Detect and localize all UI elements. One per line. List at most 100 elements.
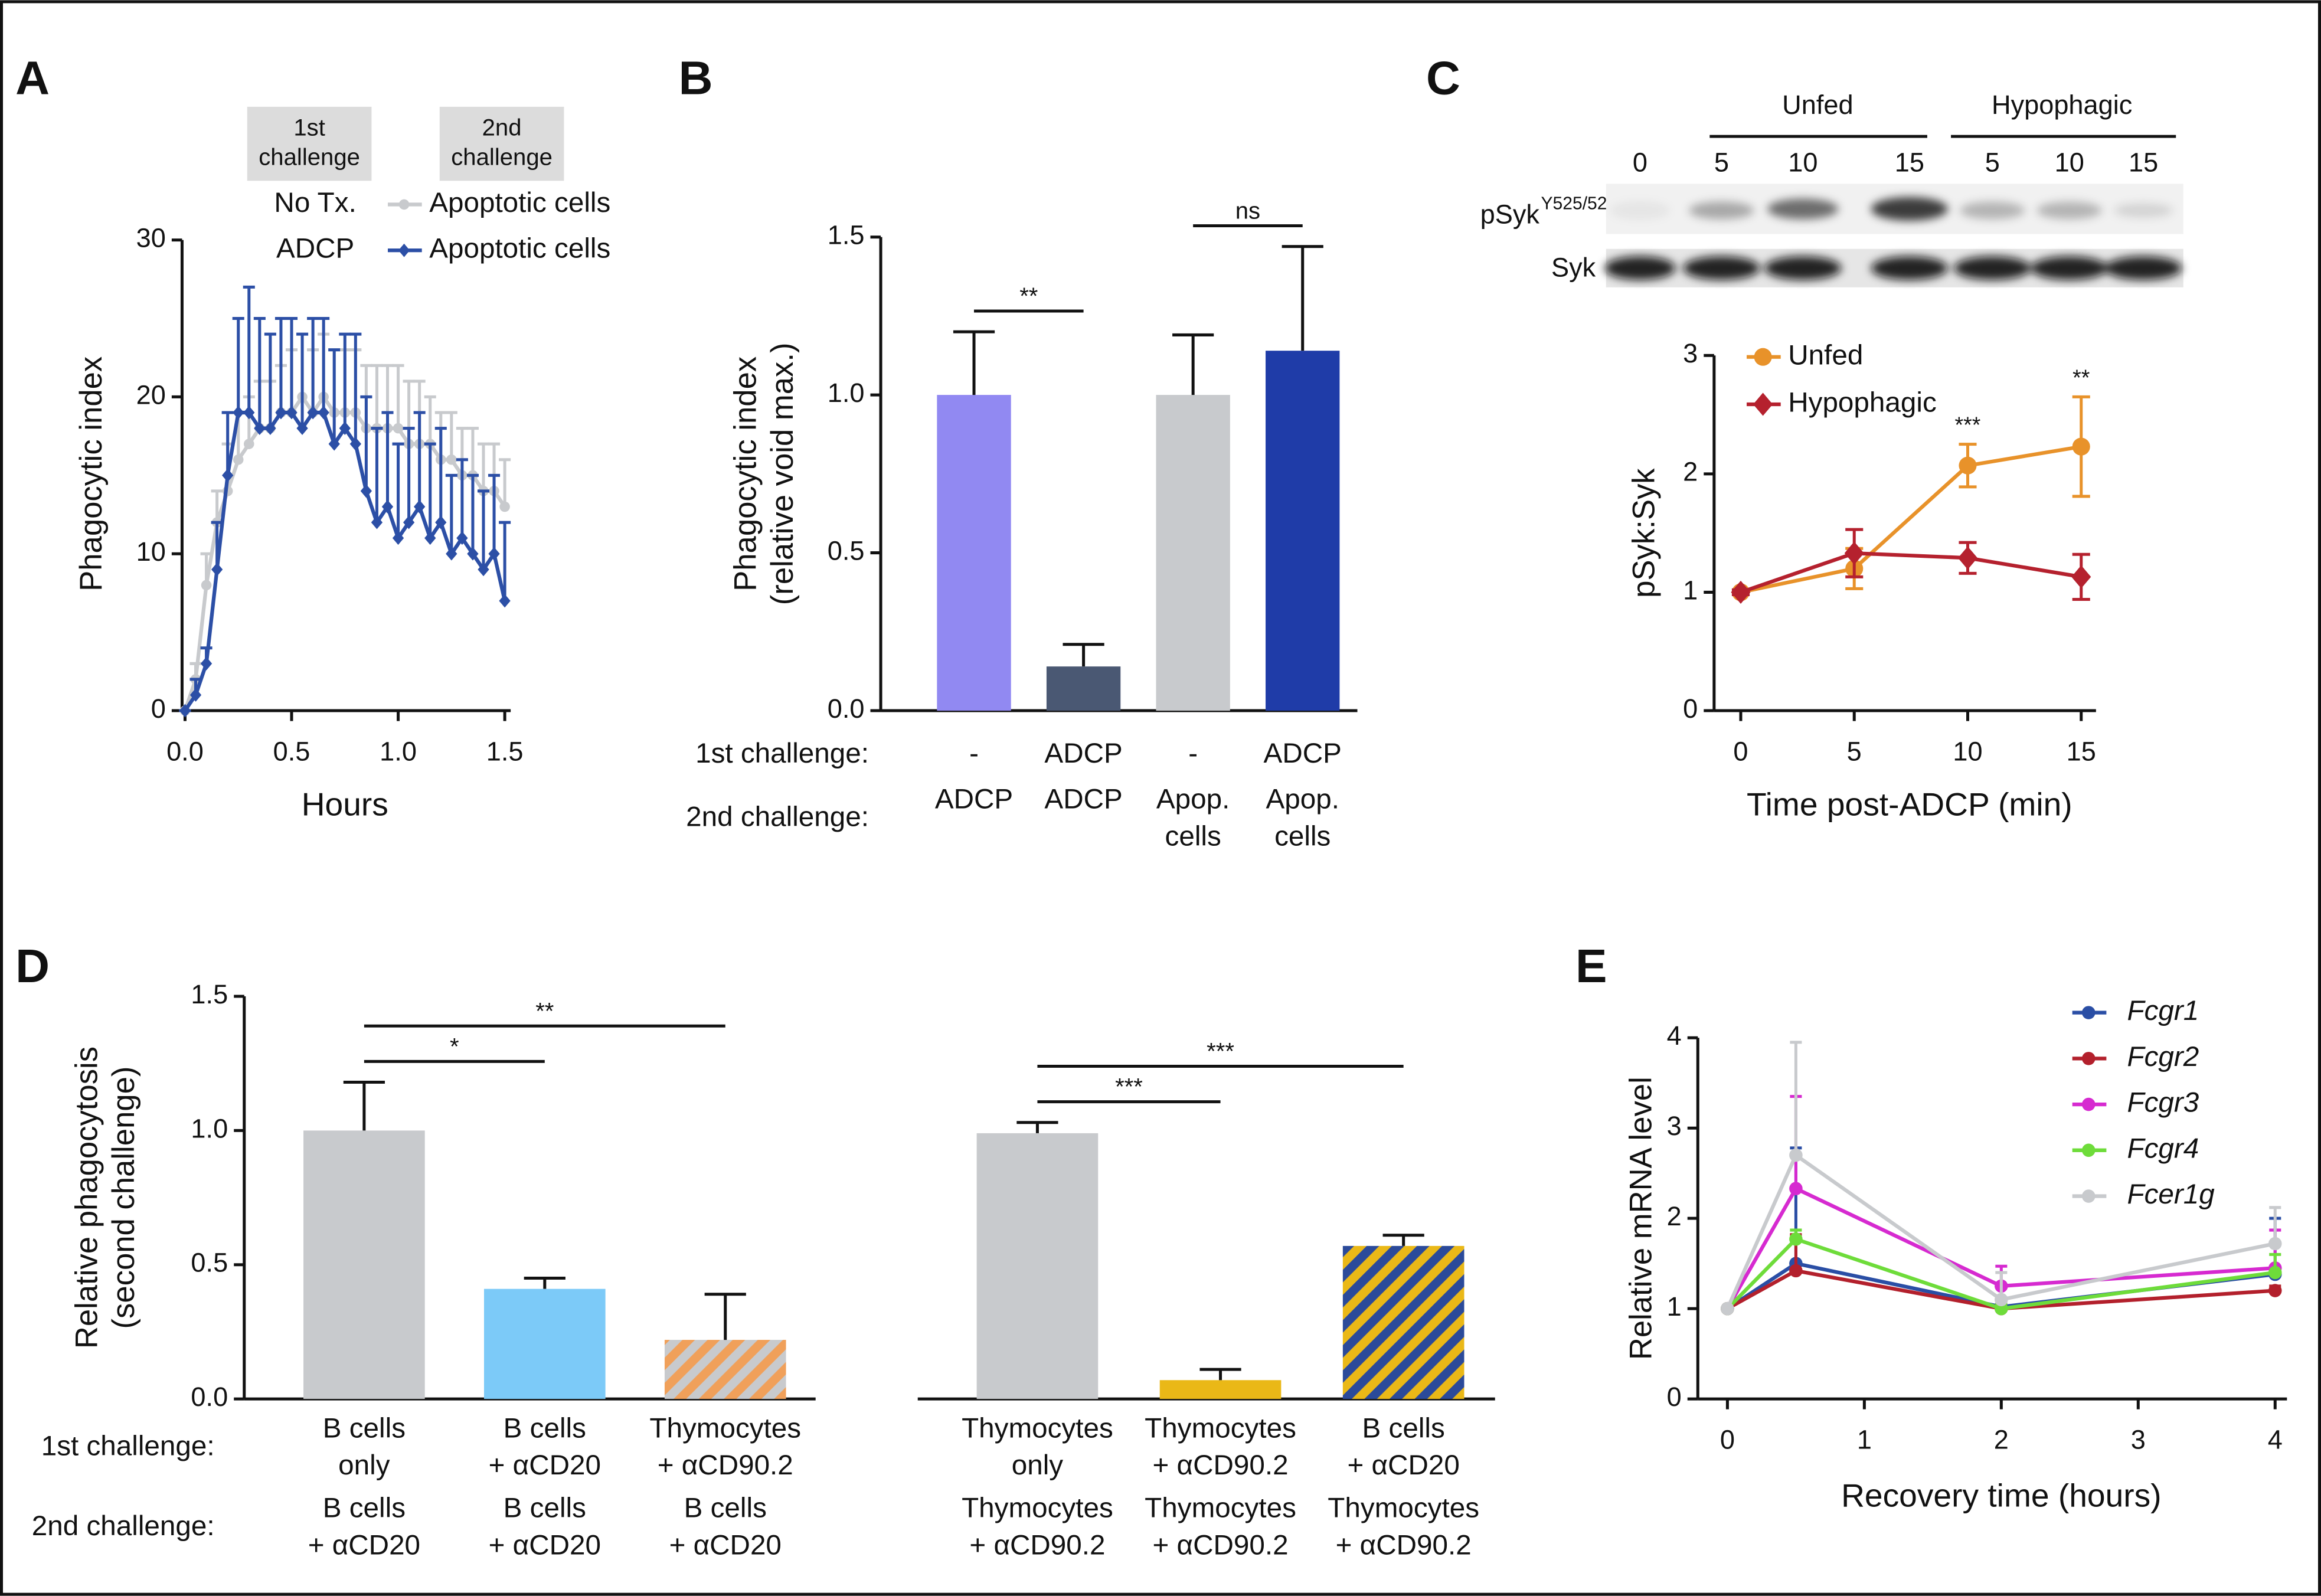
marker bbox=[233, 454, 244, 465]
error-bar bbox=[953, 330, 995, 395]
error-bar bbox=[434, 427, 447, 523]
marker bbox=[233, 405, 244, 420]
error-bar bbox=[1790, 1041, 1802, 1156]
significance-label: *** bbox=[1207, 1038, 1234, 1064]
category-label: Apop. bbox=[1266, 784, 1339, 815]
y-axis-label: (second challenge) bbox=[106, 1067, 141, 1329]
bar bbox=[303, 1130, 425, 1399]
error-bar bbox=[339, 332, 351, 429]
marker bbox=[244, 439, 254, 449]
lane-label: 10 bbox=[2055, 148, 2084, 178]
y-tick-label: 1.5 bbox=[828, 220, 865, 250]
marker bbox=[1731, 580, 1751, 604]
error-bar bbox=[243, 285, 255, 413]
y-tick-label: 2 bbox=[1683, 457, 1698, 487]
marker bbox=[1721, 1301, 1734, 1316]
marker bbox=[2268, 1265, 2282, 1280]
marker bbox=[1995, 1293, 2008, 1307]
panel-label: B bbox=[679, 51, 713, 104]
y-tick-label: 1 bbox=[1683, 575, 1698, 605]
x-tick-label: 2 bbox=[1994, 1425, 2009, 1455]
category-label: B cells bbox=[684, 1493, 767, 1524]
category-label: Thymocytes bbox=[1145, 1493, 1296, 1524]
y-tick-label: 20 bbox=[136, 380, 166, 410]
error-bar bbox=[499, 458, 511, 507]
legend-label: Unfed bbox=[1788, 339, 1863, 371]
marker bbox=[1957, 546, 1978, 570]
legend-marker bbox=[398, 199, 410, 210]
legend-header-box bbox=[439, 106, 564, 181]
marker bbox=[435, 515, 447, 529]
error-bar bbox=[253, 317, 266, 429]
category-label: ADCP bbox=[935, 784, 1013, 815]
panel-label: A bbox=[15, 51, 50, 104]
marker bbox=[371, 515, 383, 529]
category-label: cells bbox=[1274, 820, 1331, 852]
row-label: 1st challenge: bbox=[695, 738, 869, 769]
error-bar bbox=[704, 1293, 746, 1340]
category-label: Thymocytes bbox=[649, 1412, 801, 1444]
marker bbox=[264, 421, 276, 435]
error-bar bbox=[403, 427, 415, 523]
legend-label: Fcgr3 bbox=[2127, 1087, 2199, 1118]
legend-header-box bbox=[247, 106, 372, 181]
y-tick-label: 0 bbox=[1667, 1382, 1682, 1412]
y-tick-label: 1.0 bbox=[828, 378, 865, 408]
blot-row-label: pSyk bbox=[1480, 199, 1540, 229]
row-label: 2nd challenge: bbox=[686, 802, 869, 833]
error-bar bbox=[466, 427, 479, 476]
lane-label: 5 bbox=[1985, 148, 2000, 178]
category-label: cells bbox=[1165, 820, 1221, 852]
marker bbox=[1789, 1232, 1803, 1246]
x-axis-label: Recovery time (hours) bbox=[1841, 1477, 2162, 1514]
error-bar bbox=[424, 395, 436, 444]
category-label: ADCP bbox=[1044, 738, 1122, 769]
marker bbox=[2071, 565, 2091, 588]
category-label: + αCD90.2 bbox=[1336, 1529, 1472, 1561]
legend-marker bbox=[1753, 393, 1773, 416]
x-axis-label: Hours bbox=[302, 786, 388, 823]
lane-label: 5 bbox=[1714, 148, 1729, 178]
marker bbox=[392, 531, 404, 545]
error-bar bbox=[477, 489, 490, 570]
category-label: + αCD20 bbox=[1348, 1450, 1460, 1481]
panel-label: C bbox=[1426, 51, 1460, 104]
marker bbox=[2072, 437, 2090, 456]
error-bar bbox=[360, 395, 372, 491]
y-tick-label: 0.5 bbox=[828, 535, 865, 565]
legend-marker bbox=[2082, 1097, 2096, 1111]
error-bar bbox=[371, 427, 383, 523]
panel-label: E bbox=[1575, 940, 1607, 993]
error-bar bbox=[264, 332, 276, 429]
marker bbox=[381, 500, 394, 514]
marker bbox=[2268, 1284, 2282, 1297]
y-axis-label: pSyk:Syk bbox=[1626, 468, 1661, 598]
marker bbox=[456, 531, 468, 545]
legend-header: 1st challenge bbox=[259, 114, 360, 170]
y-tick-label: 2 bbox=[1667, 1201, 1682, 1231]
marker bbox=[201, 580, 212, 591]
legend-header: 2nd challenge bbox=[451, 114, 553, 170]
category-label: B cells bbox=[1362, 1412, 1445, 1444]
y-tick-label: 0.0 bbox=[828, 694, 865, 724]
significance-label: ns bbox=[1235, 198, 1260, 224]
blot-row-label: Syk bbox=[1551, 253, 1596, 283]
x-tick-label: 1.0 bbox=[380, 737, 417, 767]
legend-marker bbox=[2082, 1052, 2096, 1065]
legend-group-label: No Tx. bbox=[274, 187, 356, 218]
marker bbox=[393, 423, 404, 434]
marker bbox=[307, 405, 319, 420]
error-bar bbox=[1199, 1368, 1241, 1381]
bar bbox=[1342, 1245, 1464, 1399]
legend-label: Fcgr1 bbox=[2127, 995, 2199, 1026]
error-bar bbox=[1282, 245, 1323, 351]
x-tick-label: 0 bbox=[1720, 1425, 1735, 1455]
y-tick-label: 3 bbox=[1683, 338, 1698, 368]
blot-group: Hypophagic bbox=[1992, 90, 2132, 120]
marker bbox=[403, 515, 415, 529]
error-bar bbox=[328, 348, 341, 444]
legend-label: Hypophagic bbox=[1788, 387, 1937, 418]
x-tick-label: 0.0 bbox=[166, 737, 204, 767]
significance-label: ** bbox=[535, 997, 554, 1024]
